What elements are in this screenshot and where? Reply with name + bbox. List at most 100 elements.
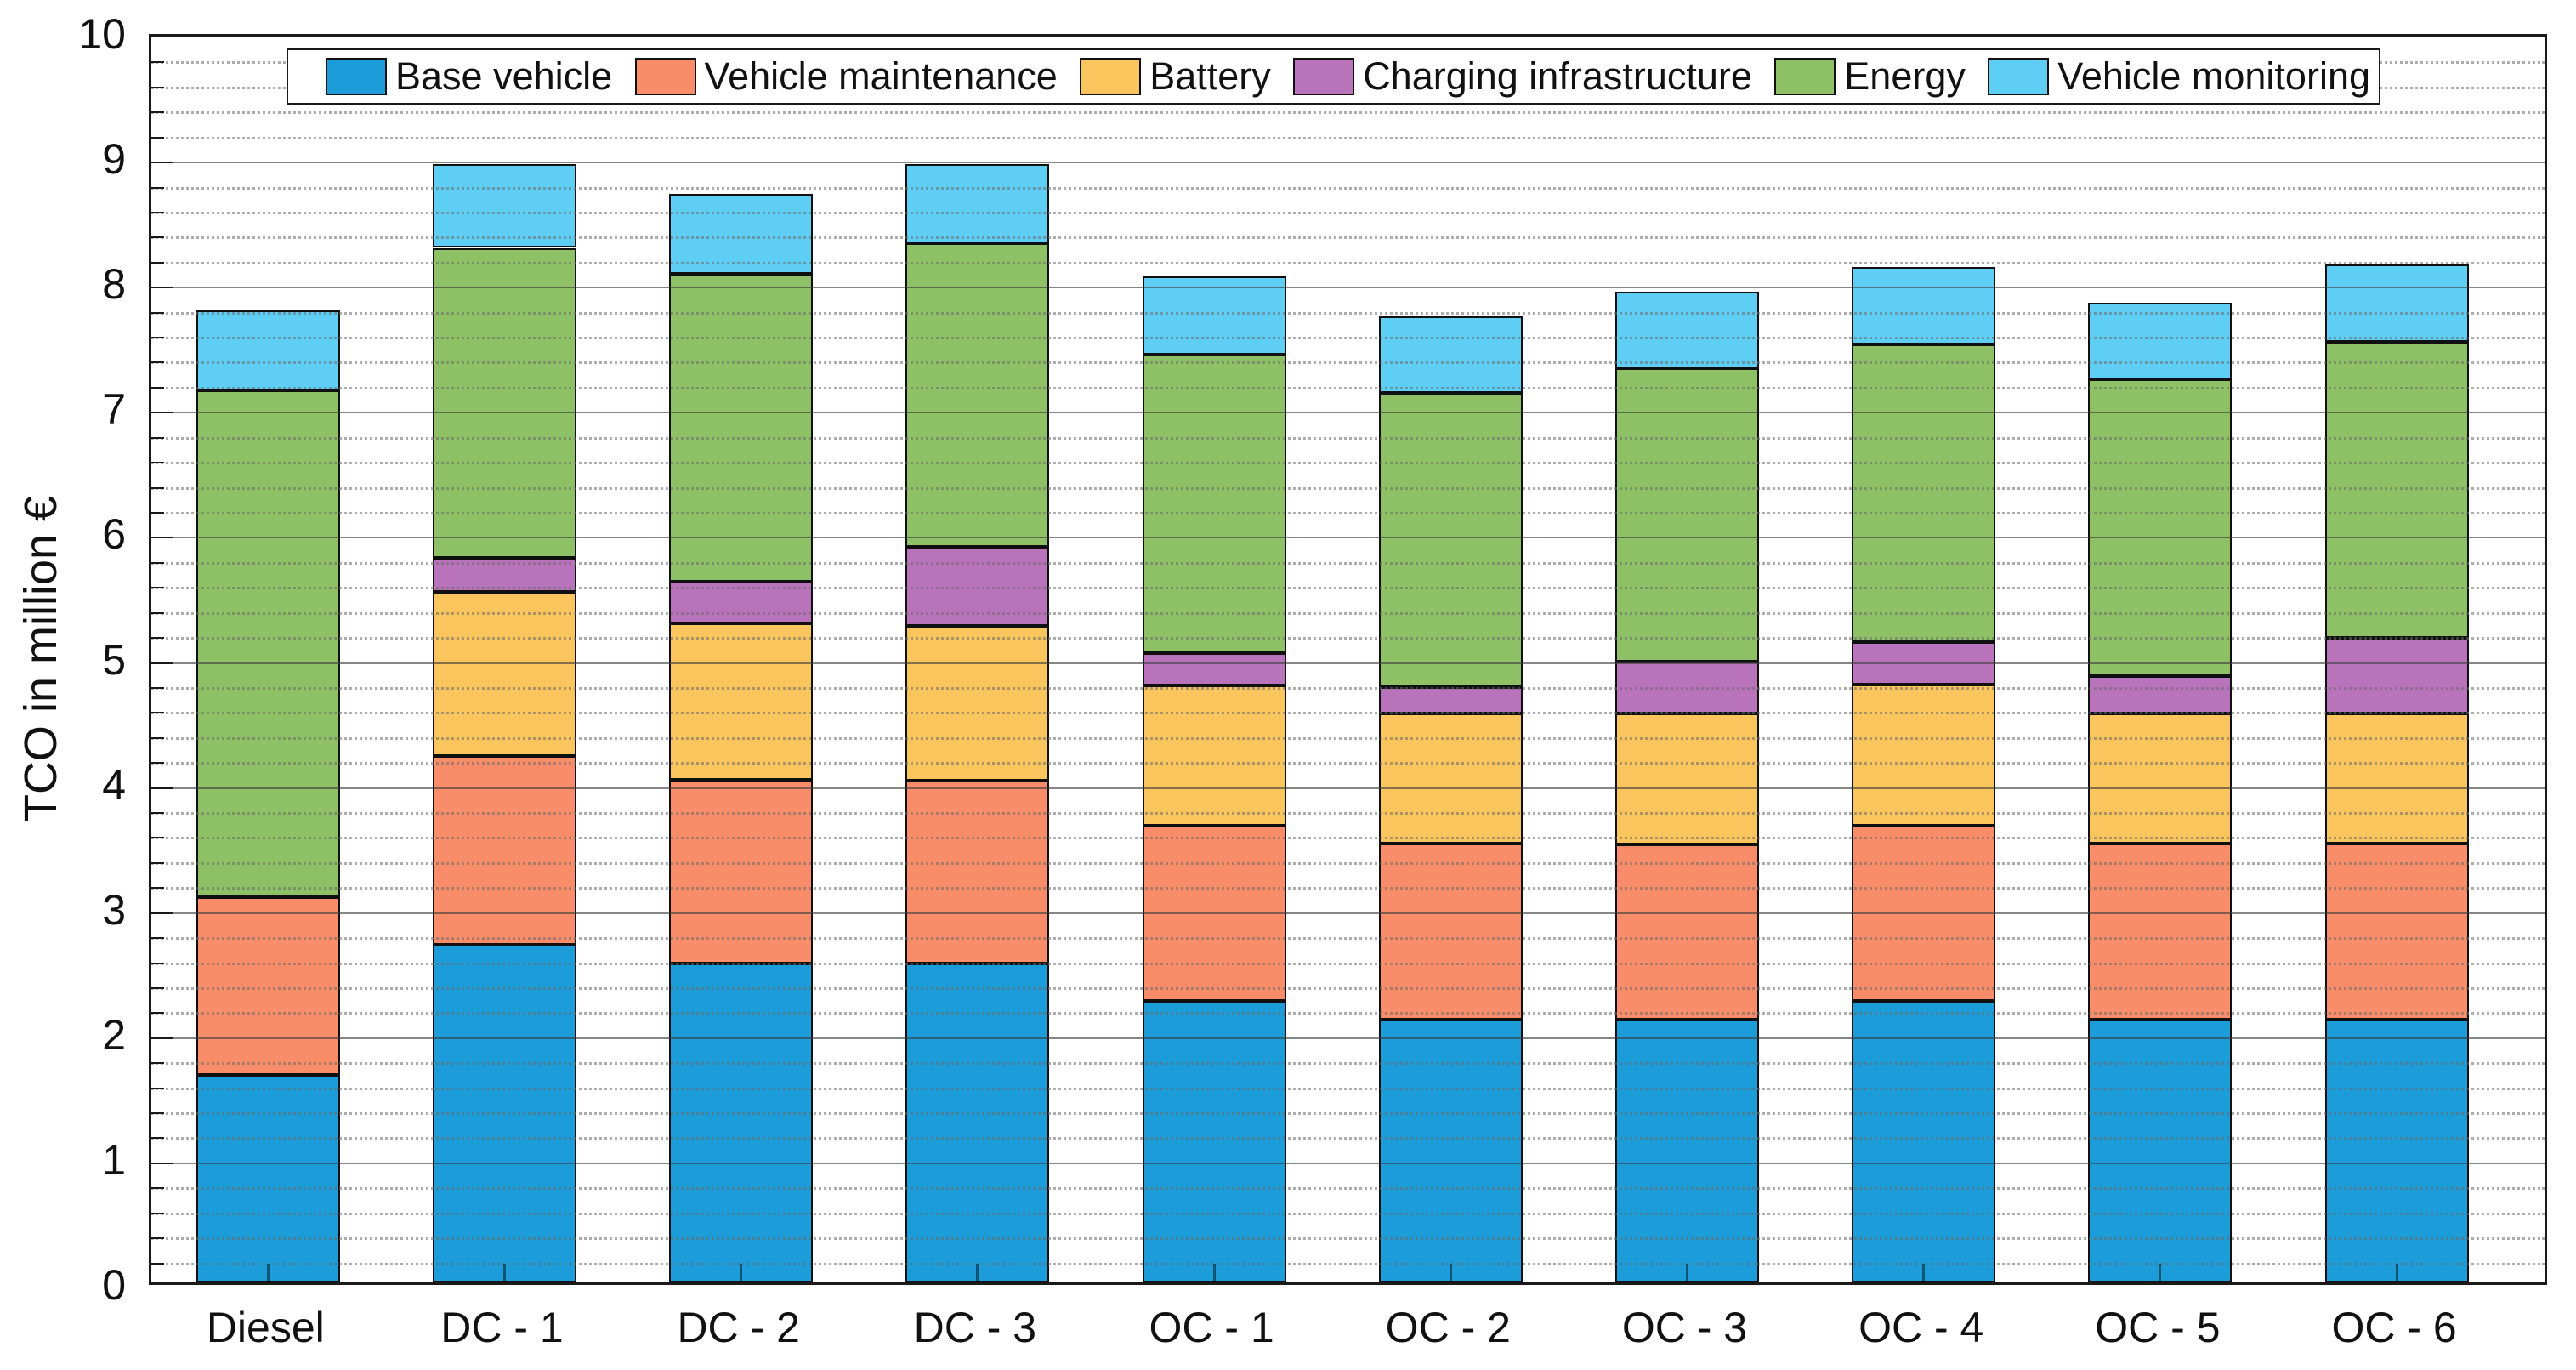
x-tick-label: OC - 4 bbox=[1858, 1304, 1984, 1351]
bar-segment-base-vehicle bbox=[1378, 1020, 1523, 1282]
bar-segment-vehicle-maintenance bbox=[905, 781, 1050, 964]
bar-segment-energy bbox=[433, 247, 576, 559]
x-axis-tick bbox=[1212, 1264, 1216, 1282]
x-tick-label: Diesel bbox=[206, 1304, 325, 1351]
x-tick-label: OC - 3 bbox=[1621, 1304, 1748, 1351]
y-axis-tick bbox=[151, 1012, 164, 1015]
bar-segment-vehicle-monitoring bbox=[1142, 276, 1286, 355]
bar-segment-vehicle-monitoring bbox=[669, 194, 814, 275]
stacked-bar-oc-6 bbox=[2324, 31, 2469, 1282]
bar-segment-energy bbox=[1615, 367, 1759, 662]
bar-segment-base-vehicle bbox=[1142, 1001, 1286, 1282]
bar-segment-charging-infrastructure bbox=[1142, 653, 1286, 686]
bar-segment-vehicle-monitoring bbox=[905, 163, 1050, 243]
stacked-bar-dc-2 bbox=[669, 31, 814, 1282]
x-tick-label: DC - 1 bbox=[440, 1304, 564, 1351]
bar-segment-battery bbox=[669, 622, 814, 780]
x-axis-tick bbox=[1449, 1264, 1452, 1282]
bar-segment-base-vehicle bbox=[1852, 1001, 1996, 1282]
y-axis-tick bbox=[151, 287, 173, 289]
y-axis-tick bbox=[151, 211, 164, 213]
bar-segment-base-vehicle bbox=[905, 963, 1050, 1282]
bar-segment-energy bbox=[196, 390, 340, 897]
bar-segment-vehicle-monitoring bbox=[433, 163, 576, 248]
y-axis-tick bbox=[151, 1237, 164, 1240]
y-axis-tick bbox=[151, 61, 164, 64]
y-axis-tick bbox=[151, 937, 164, 940]
legend-label: Vehicle monitoring bbox=[2057, 54, 2370, 98]
bar-segment-battery bbox=[2324, 713, 2469, 844]
legend-swatch-icon bbox=[1293, 58, 1355, 95]
y-axis-tick bbox=[151, 511, 164, 514]
legend-label: Vehicle maintenance bbox=[704, 54, 1058, 98]
y-axis-tick bbox=[151, 736, 164, 739]
bar-segment-vehicle-monitoring bbox=[1852, 266, 1996, 344]
y-axis-tick bbox=[151, 537, 173, 539]
x-axis-tick bbox=[266, 1264, 270, 1282]
bar-segment-vehicle-maintenance bbox=[1852, 826, 1996, 1002]
bar-segment-vehicle-maintenance bbox=[433, 755, 576, 945]
y-axis-tick bbox=[151, 361, 164, 364]
y-tick-label: 9 bbox=[102, 135, 126, 184]
y-axis-tick bbox=[151, 386, 164, 389]
legend-swatch-icon bbox=[1988, 58, 2050, 95]
bar-segment-energy bbox=[1142, 354, 1286, 654]
y-axis-tick bbox=[151, 1087, 164, 1089]
stacked-bar-oc-5 bbox=[2088, 31, 2233, 1282]
legend-item: Energy bbox=[1774, 54, 1966, 99]
stacked-bar-oc-4 bbox=[1852, 31, 1996, 1282]
x-axis-tick bbox=[2395, 1264, 2398, 1282]
bar-segment-base-vehicle bbox=[2324, 1020, 2469, 1282]
legend-item: Battery bbox=[1080, 54, 1271, 99]
x-tick-label: DC - 3 bbox=[913, 1304, 1037, 1351]
x-axis-tick bbox=[976, 1264, 979, 1282]
y-tick-label: 1 bbox=[102, 1135, 126, 1184]
y-axis-tick bbox=[151, 261, 164, 264]
bar-segment-energy bbox=[1852, 344, 1996, 642]
y-axis-tick bbox=[151, 486, 164, 489]
y-axis-tick bbox=[151, 462, 164, 464]
bar-segment-charging-infrastructure bbox=[1378, 686, 1523, 713]
y-axis-tick bbox=[151, 111, 164, 114]
y-axis-tick bbox=[151, 561, 164, 564]
y-axis-tick bbox=[151, 1037, 173, 1039]
y-axis-tick bbox=[151, 412, 173, 414]
bar-segment-base-vehicle bbox=[196, 1074, 340, 1282]
y-axis-tick bbox=[151, 912, 173, 914]
bar-segment-battery bbox=[1615, 713, 1759, 845]
y-axis-tick bbox=[151, 962, 164, 964]
stacked-bar-dc-3 bbox=[905, 31, 1050, 1282]
x-tick-label: OC - 1 bbox=[1149, 1304, 1274, 1351]
bar-segment-base-vehicle bbox=[1615, 1020, 1759, 1282]
y-axis-tick bbox=[151, 837, 164, 839]
bar-segment-charging-infrastructure bbox=[1615, 662, 1759, 713]
bar-segment-battery bbox=[1852, 684, 1996, 827]
legend-item: Charging infrastructure bbox=[1293, 54, 1752, 99]
bar-segment-charging-infrastructure bbox=[2088, 675, 2233, 713]
bar-segment-battery bbox=[1378, 713, 1523, 844]
bar-segment-vehicle-maintenance bbox=[1615, 844, 1759, 1020]
y-axis-tick bbox=[151, 311, 164, 314]
y-axis-tick bbox=[151, 1162, 173, 1164]
y-axis-tick bbox=[151, 861, 164, 864]
y-axis-tick bbox=[151, 236, 164, 239]
y-axis-tick bbox=[151, 887, 164, 890]
x-axis-tick bbox=[2159, 1264, 2162, 1282]
y-axis-tick bbox=[151, 337, 164, 339]
bar-segment-vehicle-maintenance bbox=[1142, 826, 1286, 1002]
bar-segment-vehicle-monitoring bbox=[2324, 264, 2469, 342]
bar-segment-energy bbox=[2088, 378, 2233, 676]
y-axis-tick bbox=[151, 1262, 164, 1265]
bar-segment-vehicle-monitoring bbox=[196, 310, 340, 391]
legend-swatch-icon bbox=[1774, 58, 1836, 95]
bar-segment-vehicle-maintenance bbox=[669, 779, 814, 964]
y-tick-label: 10 bbox=[78, 10, 126, 58]
y-tick-label: 8 bbox=[102, 260, 126, 309]
bar-segment-energy bbox=[1378, 393, 1523, 687]
legend-item: Vehicle monitoring bbox=[1988, 54, 2370, 99]
y-axis-tick bbox=[151, 1062, 164, 1065]
bar-segment-charging-infrastructure bbox=[905, 547, 1050, 626]
bar-segment-battery bbox=[2088, 713, 2233, 844]
legend-swatch-icon bbox=[634, 58, 696, 95]
y-tick-label: 4 bbox=[102, 760, 126, 809]
